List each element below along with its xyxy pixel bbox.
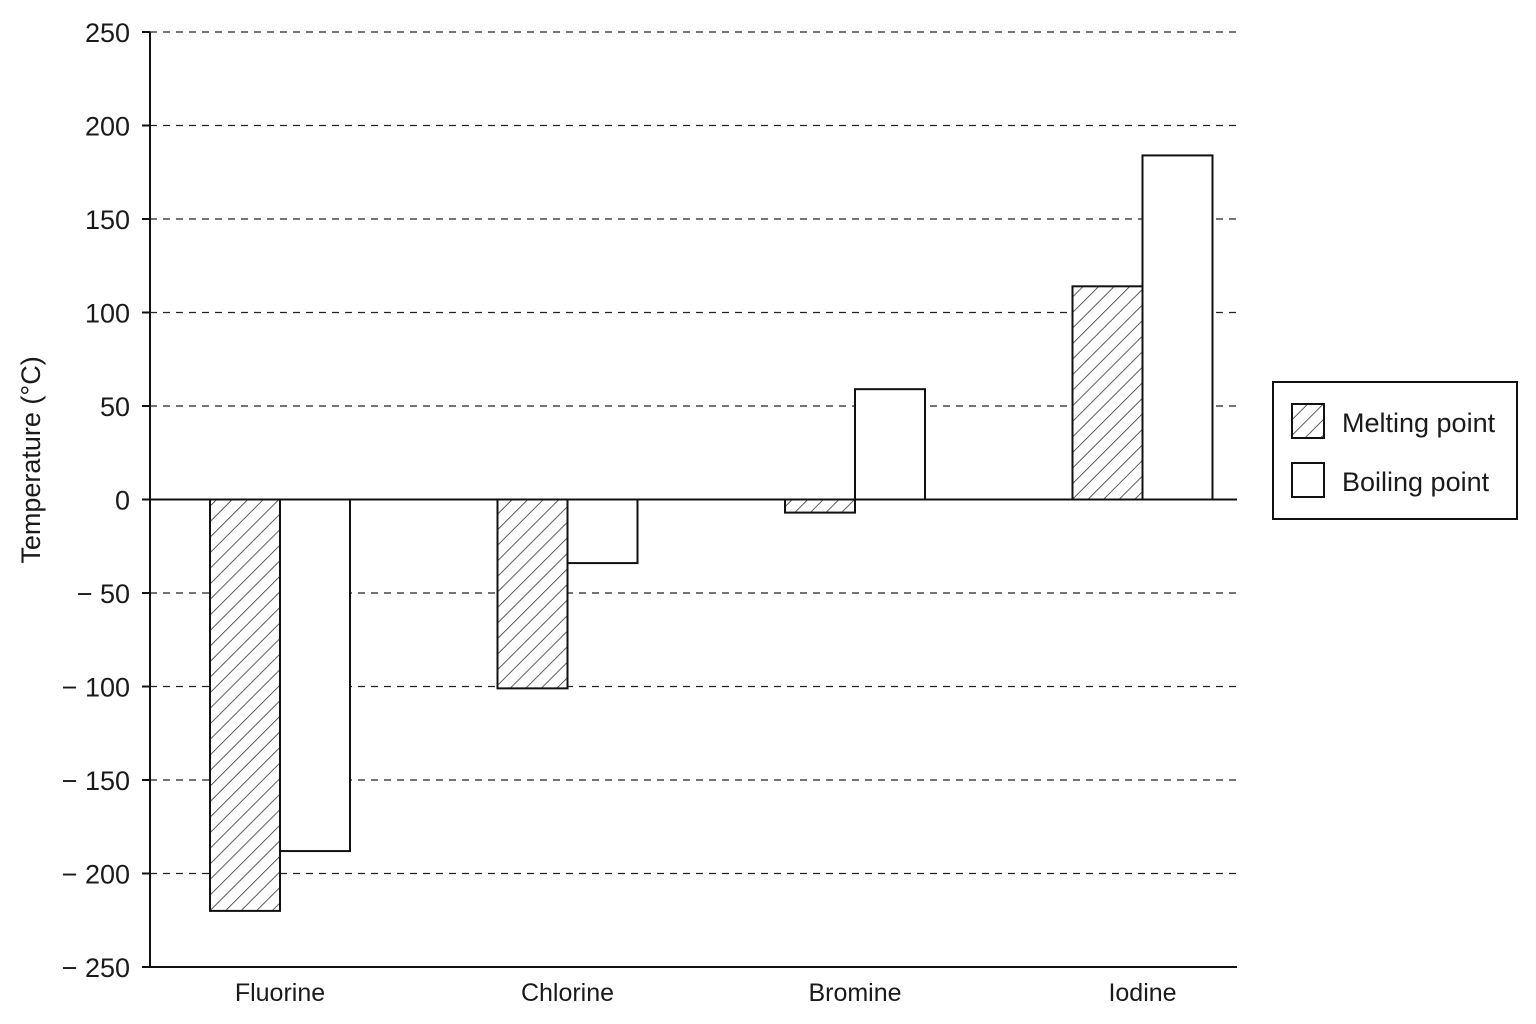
y-tick-label: − 150 bbox=[62, 766, 130, 796]
legend-swatch-melting-point bbox=[1291, 403, 1325, 439]
bar-bromine-melting-point bbox=[784, 498, 856, 514]
y-tick-labels: 250 200 150 100 50 0 − 50 − 100 − 150 − 200 − 250 bbox=[62, 18, 130, 983]
y-tick-label: 250 bbox=[85, 18, 130, 48]
bar-chlorine-melting-point bbox=[496, 498, 569, 690]
y-tick-label: − 50 bbox=[77, 579, 130, 609]
legend-swatch-boiling-point bbox=[1291, 462, 1325, 498]
bar-iodine-boiling-point bbox=[1141, 154, 1214, 501]
y-tick-label: − 100 bbox=[62, 673, 130, 703]
y-tick-label: 150 bbox=[85, 205, 130, 235]
y-tick-label: 100 bbox=[85, 299, 130, 329]
y-tick-label: 0 bbox=[115, 486, 130, 516]
y-tick-label: − 250 bbox=[62, 953, 130, 983]
y-tick-label: − 200 bbox=[62, 860, 130, 890]
gridlines bbox=[142, 31, 1237, 968]
category-label: Iodine bbox=[1108, 979, 1176, 1007]
legend-label-melting-point: Melting point bbox=[1342, 408, 1496, 438]
category-label: Chlorine bbox=[521, 979, 614, 1007]
category-label: Bromine bbox=[808, 979, 901, 1007]
bar-bromine-boiling-point bbox=[854, 388, 926, 501]
axes bbox=[149, 32, 1237, 968]
legend-box bbox=[1272, 381, 1518, 520]
bar-iodine-melting-point bbox=[1071, 285, 1144, 501]
bar-chlorine-boiling-point bbox=[566, 498, 639, 565]
legend-label-boiling-point: Boiling point bbox=[1342, 467, 1490, 497]
y-tick-label: 200 bbox=[85, 112, 130, 142]
legend: Melting point Boiling point bbox=[1272, 381, 1518, 520]
category-label: Fluorine bbox=[235, 979, 325, 1007]
bars bbox=[209, 154, 1214, 912]
bar-fluorine-boiling-point bbox=[279, 498, 351, 853]
y-tick-label: 50 bbox=[100, 392, 130, 422]
y-axis-title: Temperature (°C) bbox=[16, 356, 46, 563]
category-labels: Fluorine Chlorine Bromine Iodine bbox=[235, 979, 1177, 1007]
bar-fluorine-melting-point bbox=[209, 498, 281, 912]
